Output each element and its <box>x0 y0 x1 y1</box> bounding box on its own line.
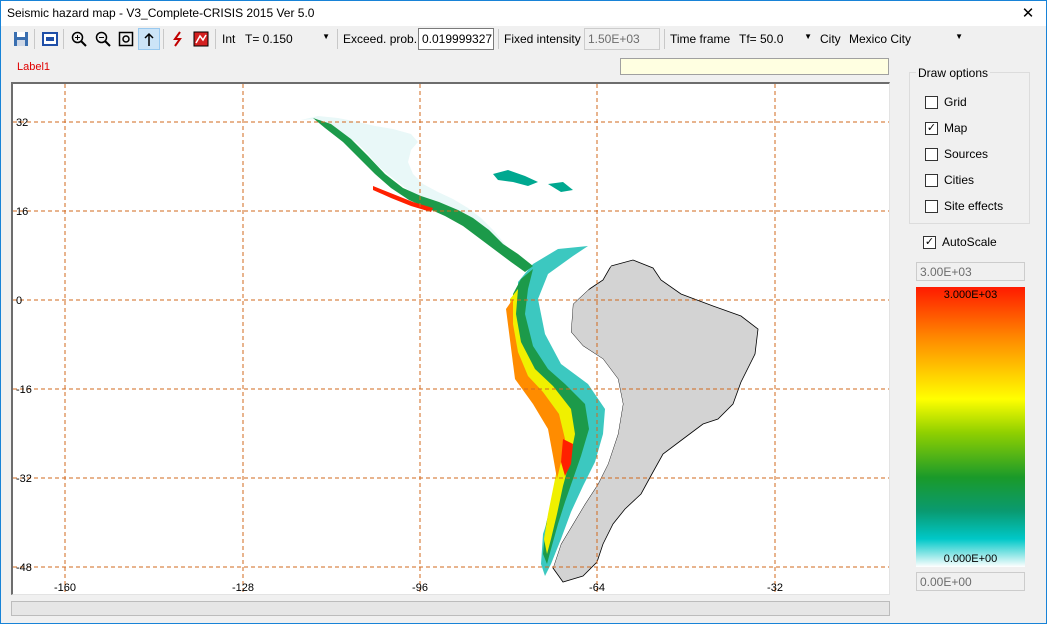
city-dropdown[interactable]: Mexico City ▼ <box>845 28 966 50</box>
hazard-band-yellow <box>510 289 575 554</box>
toolbar: Int T= 0.150 ▼ Exceed. prob. 0.019999327… <box>1 26 1046 52</box>
hazard-map-canvas[interactable]: 32 16 0 -16 -32 -48 -160 -128 -96 -64 -32 <box>11 82 890 595</box>
site-effects-checkbox[interactable] <box>925 199 938 213</box>
y-tick-label: -48 <box>16 562 32 574</box>
color-scale-bar: 3.000E+03 0.000E+00 <box>916 287 1025 567</box>
toolbar-separator <box>63 29 64 49</box>
scale-max-label: 3.000E+03 <box>943 289 998 301</box>
north-america-land <box>301 116 513 254</box>
land-mass <box>301 116 759 583</box>
grid-lines <box>13 84 889 594</box>
cities-checkbox-label: Cities <box>944 173 975 187</box>
scale-max-input: 3.00E+03 <box>916 262 1025 281</box>
sources-checkbox-label: Sources <box>944 147 989 161</box>
exceed-prob-input[interactable]: 0.019999327 <box>418 28 494 50</box>
intensity-dropdown[interactable]: T= 0.150 ▼ <box>241 28 333 50</box>
save-icon[interactable] <box>10 28 32 50</box>
toolbar-separator <box>498 29 499 49</box>
zoom-in-icon[interactable] <box>68 28 90 50</box>
y-tick-label: 32 <box>16 117 28 129</box>
y-axis-ticks: 32 16 0 -16 -32 -48 <box>16 117 32 574</box>
autoscale-label: AutoScale <box>942 235 997 249</box>
chevron-down-icon: ▼ <box>955 32 963 41</box>
pointer-up-icon[interactable] <box>138 28 160 50</box>
y-tick-label: -32 <box>16 473 32 485</box>
sources-checkbox[interactable] <box>925 147 938 161</box>
draw-options-group: Draw options Grid ✓ Map Sources Cities S… <box>909 66 1030 224</box>
time-frame-dropdown[interactable]: Tf= 50.0 ▼ <box>735 28 815 50</box>
x-tick-label: -96 <box>412 582 428 594</box>
x-tick-label: -128 <box>232 582 254 594</box>
hazard-curve-icon[interactable] <box>190 28 212 50</box>
map-checkbox[interactable]: ✓ <box>925 121 938 135</box>
close-icon[interactable]: ✕ <box>1021 5 1035 22</box>
autoscale-checkbox[interactable]: ✓ <box>923 235 936 249</box>
cities-checkbox[interactable] <box>925 173 938 187</box>
city-value: Mexico City <box>849 32 912 46</box>
grid-checkbox-label: Grid <box>944 95 967 109</box>
toolbar-separator <box>34 29 35 49</box>
grid-checkbox[interactable] <box>925 95 938 109</box>
scale-min-label: 0.000E+00 <box>943 553 998 565</box>
hazard-peak-red <box>561 439 573 476</box>
fixed-intensity-input: 1.50E+03 <box>584 28 660 50</box>
chevron-down-icon: ▼ <box>804 32 812 41</box>
y-tick-label: 16 <box>16 206 28 218</box>
x-tick-label: -64 <box>589 582 605 594</box>
caribbean-islands <box>493 170 573 192</box>
central-america-band <box>313 118 533 272</box>
toolbar-separator <box>664 29 665 49</box>
y-tick-label: -16 <box>16 384 32 396</box>
toolbar-separator <box>163 29 164 49</box>
site-effects-checkbox-label: Site effects <box>944 199 1004 213</box>
scale-min-input: 0.00E+00 <box>916 572 1025 591</box>
fixed-intensity-label: Fixed intensity <box>504 32 581 46</box>
status-box <box>620 58 889 75</box>
chevron-down-icon: ▼ <box>322 32 330 41</box>
toolbar-separator <box>337 29 338 49</box>
autoscale-checkbox-row[interactable]: ✓ AutoScale <box>923 235 997 249</box>
title-bar: Seismic hazard map - V3_Complete-CRISIS … <box>1 1 1046 26</box>
site-effects-checkbox-row[interactable]: Site effects <box>925 198 1003 214</box>
map-checkbox-label: Map <box>944 121 968 135</box>
x-axis-ticks: -160 -128 -96 -64 -32 <box>54 582 783 594</box>
toolbar-separator <box>215 29 216 49</box>
exceed-label: Exceed. prob. <box>343 32 418 46</box>
horizontal-scrollbar[interactable] <box>11 601 890 616</box>
south-america-gray <box>552 259 759 583</box>
map-checkbox-row[interactable]: ✓ Map <box>925 120 967 136</box>
int-label: Int <box>222 32 236 46</box>
lightning-icon[interactable] <box>167 28 189 50</box>
hazard-band-green <box>513 269 589 564</box>
mexico-coast-red <box>373 186 433 212</box>
x-tick-label: -32 <box>767 582 783 594</box>
hazard-band-cyan <box>518 246 605 576</box>
city-label: City <box>820 32 841 46</box>
sources-checkbox-row[interactable]: Sources <box>925 146 988 162</box>
time-frame-value: Tf= 50.0 <box>739 32 784 46</box>
label1: Label1 <box>17 61 51 73</box>
time-frame-label: Time frame <box>670 32 731 46</box>
draw-options-title: Draw options <box>916 66 991 80</box>
window-title: Seismic hazard map - V3_Complete-CRISIS … <box>7 6 315 20</box>
zoom-extents-icon[interactable] <box>115 28 137 50</box>
grid-checkbox-row[interactable]: Grid <box>925 94 967 110</box>
intensity-value: T= 0.150 <box>245 32 293 46</box>
cities-checkbox-row[interactable]: Cities <box>925 172 974 188</box>
zoom-out-icon[interactable] <box>92 28 114 50</box>
hazard-band-orange <box>506 299 565 479</box>
y-tick-label: 0 <box>16 295 22 307</box>
properties-icon[interactable] <box>39 28 61 50</box>
x-tick-label: -160 <box>54 582 76 594</box>
